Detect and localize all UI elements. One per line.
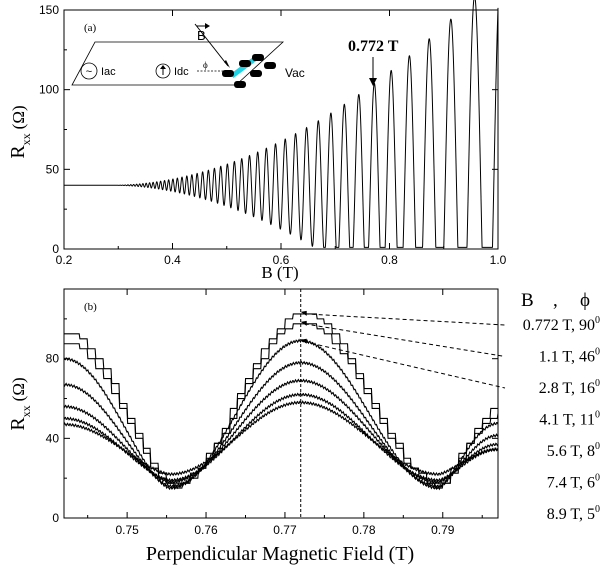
panel-b-ylabel: Rxx (Ω) (7, 377, 33, 430)
inset-idc-label: Idc (174, 66, 189, 78)
panel-b-series-curve (63, 378, 499, 485)
b-field-arrowhead (224, 60, 230, 68)
panel-b-series-curve (63, 400, 499, 477)
legend-leader-line (304, 323, 506, 357)
dc-arrowhead-icon (160, 65, 166, 69)
panel-a-ylabel-main: R (7, 145, 29, 159)
inset-schematic: ~ Iac Idc ϕ B Vac (71, 23, 305, 88)
contact-4 (250, 70, 262, 77)
panel-a-oscillation-curve (64, 0, 499, 248)
inset-iac-label: Iac (101, 66, 116, 78)
contact-6 (264, 62, 276, 69)
panel-a-ytick-label: 0 (52, 242, 59, 256)
legend-header-sep: , (553, 290, 558, 311)
legend-entries: 0.772 T, 900 1.1 T, 460 2.8 T, 160 4.1 T, 1… (523, 315, 600, 523)
ac-source-icon (80, 62, 98, 80)
panel-b-curves (63, 313, 499, 491)
annotation-arrowhead (369, 78, 377, 86)
panel-a-xtick-label: 0.8 (381, 253, 398, 267)
legend-leader-line (304, 313, 506, 326)
panel-b-xtick-label: 0.78 (352, 523, 376, 537)
contact-5 (252, 54, 264, 61)
panel-a-xtick-label: 0.4 (164, 253, 181, 267)
panel-a-ytick-label: 150 (39, 3, 59, 17)
contact-1 (222, 70, 234, 77)
panel-b-frame (63, 288, 499, 519)
panel-a-ytick-label: 100 (39, 83, 59, 97)
panel-a: 0.2 0.4 0.6 0.8 1.0 0 50 100 150 (a) Rxx (Ω) B (T… (7, 0, 507, 282)
hall-bar-sample (222, 54, 276, 88)
panel-b-ylabel-sub: xx (19, 405, 33, 417)
panel-a-xlabel: B (T) (261, 263, 298, 282)
panel-b-ytick-label: 40 (46, 431, 60, 445)
legend-entry: 1.1 T, 460 (539, 347, 600, 366)
panel-b: 0.75 0.76 0.77 0.78 0.79 0 40 80 (b) Rxx (Ω) Per… (7, 288, 600, 565)
panel-a-ticks: 0.2 0.4 0.6 0.8 1.0 0 50 100 150 (39, 3, 507, 267)
legend-leader-line (304, 341, 506, 389)
legend: B , ϕ 0.772 T, 900 1.1 T, 460 2.8 T, 160 4.… (521, 290, 600, 523)
inset-b-label: B (197, 28, 206, 43)
panel-b-ticks: 0.75 0.76 0.77 0.78 0.79 0 40 80 (46, 289, 498, 537)
panel-b-ylabel-unit: (Ω) (9, 377, 28, 401)
inset-vac-label: Vac (285, 66, 305, 80)
panel-b-xlabel: Perpendicular Magnetic Field (T) (146, 543, 414, 565)
panel-a-ylabel-unit: (Ω) (9, 105, 28, 129)
legend-leader-arrowhead (300, 338, 307, 344)
panel-b-label: (b) (84, 301, 97, 313)
legend-header-phi: ϕ (580, 290, 590, 311)
svg-text:Rxx(Ω): Rxx (Ω) (7, 377, 33, 430)
panel-a-xtick-label: 0.6 (273, 253, 290, 267)
panel-b-xtick-label: 0.75 (115, 523, 139, 537)
contact-2 (234, 81, 246, 88)
panel-b-series-curve (64, 313, 498, 484)
panel-b-ylabel-main: R (7, 417, 29, 431)
panel-b-series-curve (63, 392, 499, 483)
annotation-0772: 0.772 T (348, 38, 399, 55)
panel-a-ytick-label: 50 (46, 162, 60, 176)
ac-tilde-icon: ~ (86, 66, 92, 78)
b-vector-arrowhead (205, 23, 210, 29)
inset-phi-label: ϕ (203, 60, 208, 70)
legend-leader-arrowhead (300, 320, 307, 326)
b-field-line (194, 23, 229, 67)
legend-entry: 4.1 T, 110 (539, 410, 600, 429)
panel-b-ytick-label: 0 (52, 511, 59, 525)
panel-a-ylabel-sub: xx (19, 133, 33, 145)
panel-a-ylabel: Rxx (Ω) (7, 105, 33, 158)
panel-b-xtick-label: 0.79 (431, 523, 455, 537)
panel-a-label: (a) (84, 22, 97, 34)
panel-b-ytick-label: 80 (46, 352, 60, 366)
legend-entry: 8.9 T, 50 (547, 504, 600, 523)
panel-a-xtick-label: 0.2 (56, 253, 73, 267)
legend-entry: 5.6 T, 80 (547, 441, 600, 460)
contact-3 (239, 60, 251, 67)
legend-header-b: B (521, 290, 534, 311)
panel-b-xtick-label: 0.76 (194, 523, 218, 537)
panel-b-xtick-label: 0.77 (273, 523, 297, 537)
legend-leader-arrowhead (300, 310, 307, 316)
legend-entry: 0.772 T, 900 (523, 315, 600, 334)
panel-b-series-curve (63, 360, 499, 489)
legend-entry: 7.4 T, 60 (547, 473, 600, 492)
legend-leader-lines (300, 310, 506, 389)
panel-b-series-curve (63, 338, 499, 491)
panel-a-xtick-label: 1.0 (490, 253, 507, 267)
legend-entry: 2.8 T, 160 (539, 378, 600, 397)
svg-text:Rxx(Ω): Rxx (Ω) (7, 105, 33, 158)
